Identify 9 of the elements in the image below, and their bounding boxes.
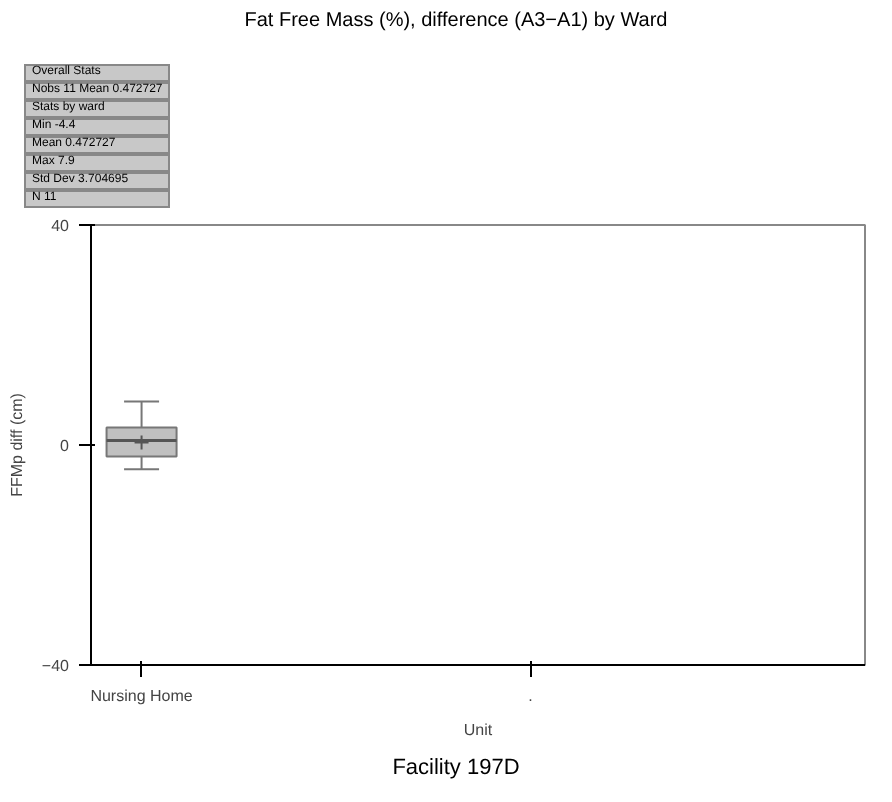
x-axis-title: Unit — [463, 721, 494, 739]
text: Facility 197D — [392, 754, 520, 784]
x-tick-label: Nursing Home — [90, 687, 194, 705]
y-tick-label: 40 — [51, 217, 71, 235]
y-tick-label: −40 — [41, 657, 71, 675]
y-tick-label: 0 — [60, 437, 71, 455]
chart-title: Fat Free Mass (%), difference (A3−A1) by Ward — [244, 8, 668, 36]
y-axis-title: FFMp diff (cm) — [7, 392, 26, 497]
x-tick-label: . — [528, 687, 533, 705]
